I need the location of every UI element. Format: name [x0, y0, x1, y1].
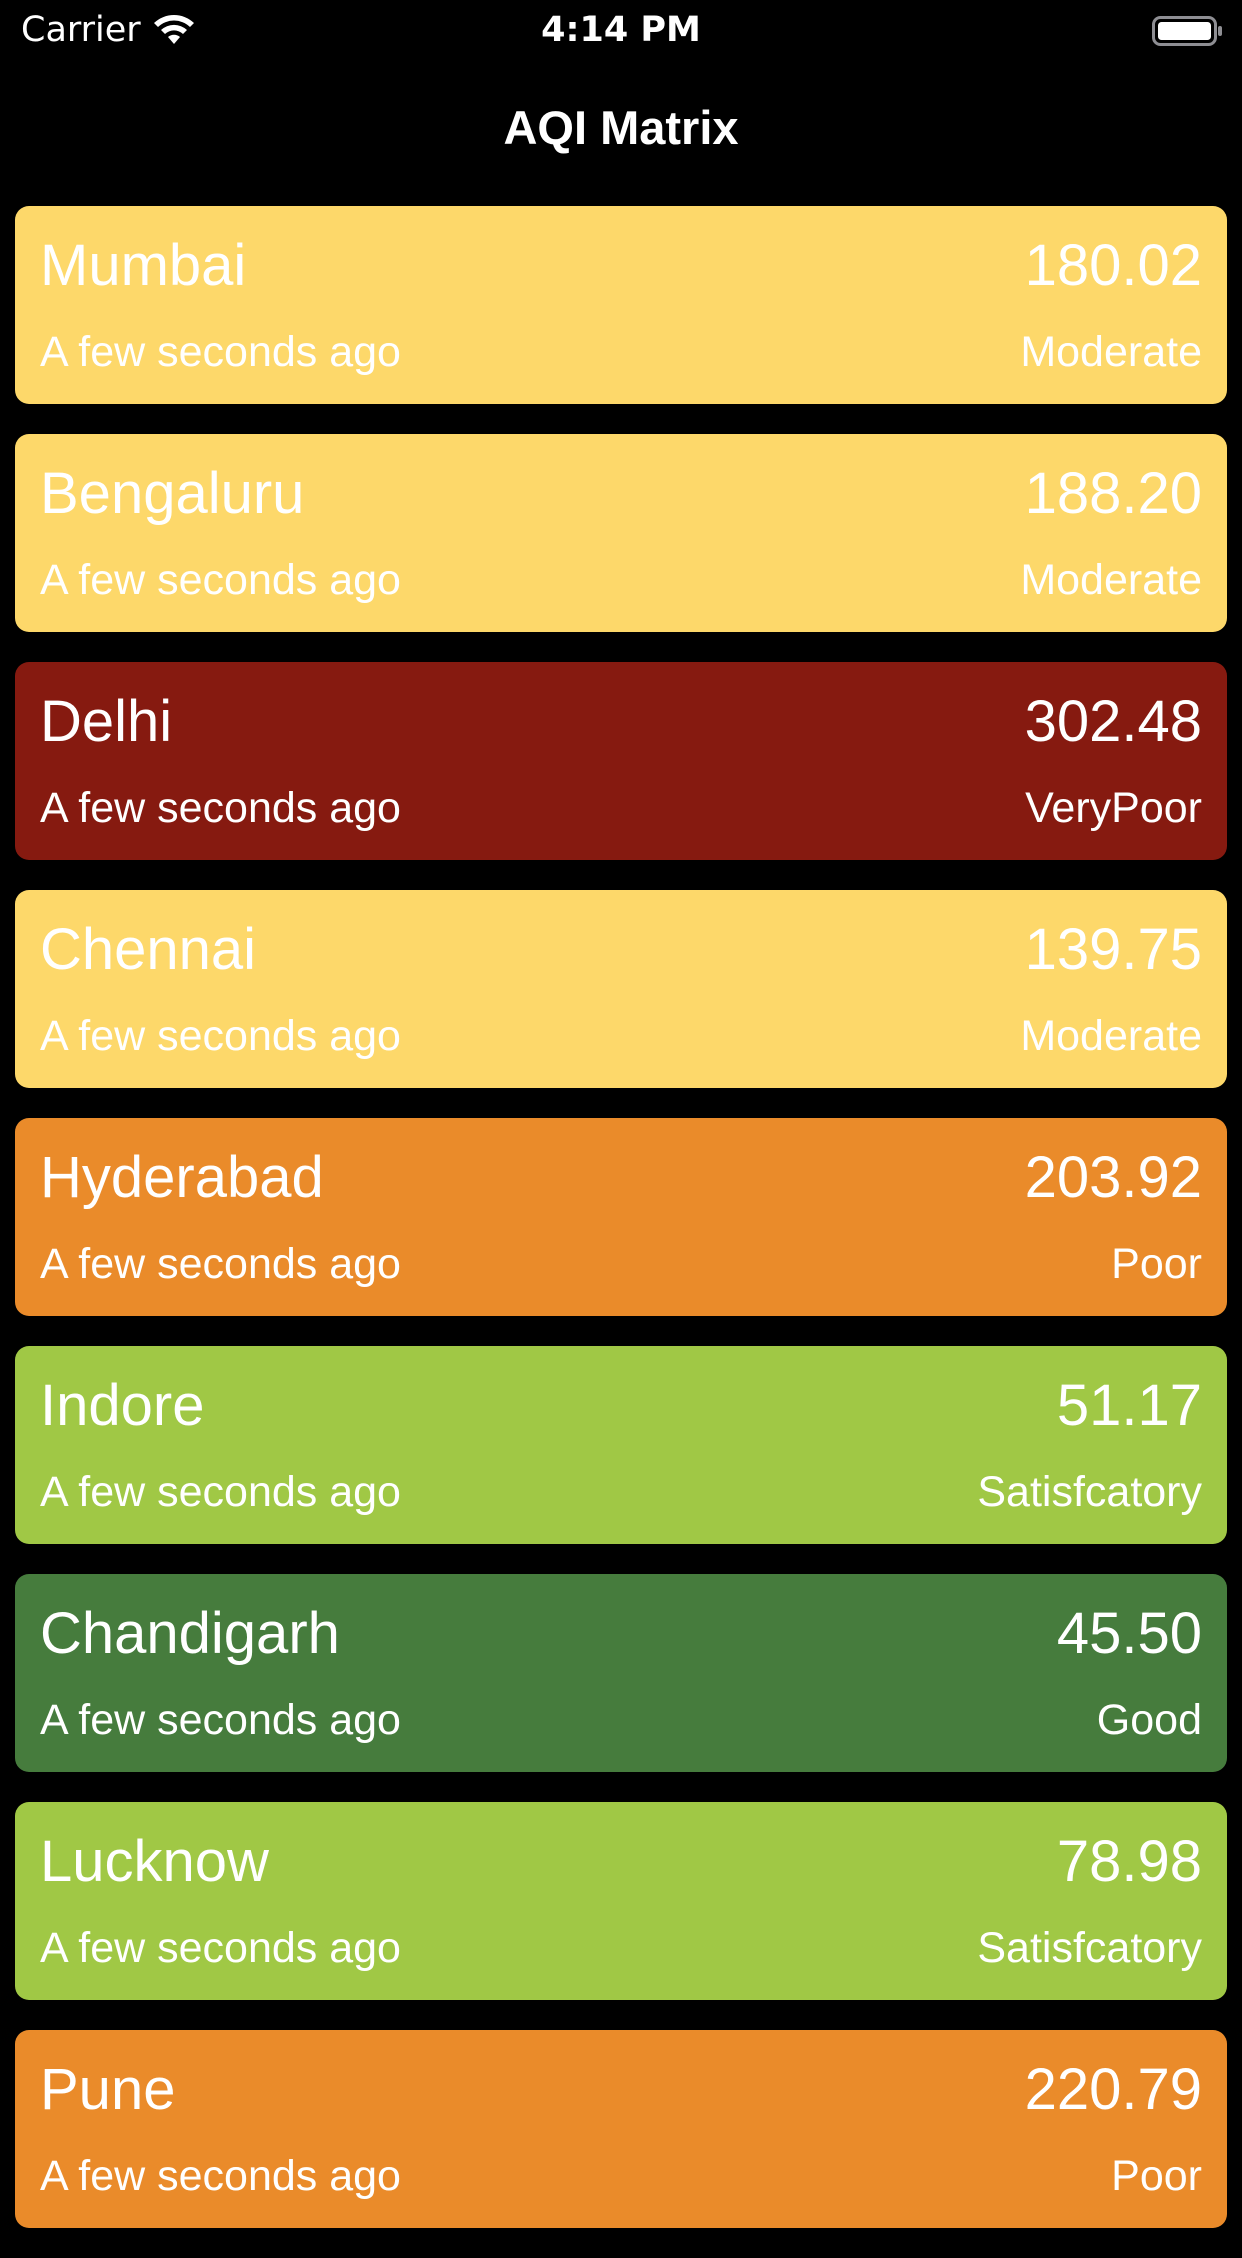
city-name: Lucknow [40, 1829, 269, 1894]
aqi-category: Satisfcatory [977, 1468, 1202, 1516]
page-title: AQI Matrix [503, 101, 739, 154]
aqi-value: 139.75 [1024, 917, 1202, 982]
updated-time: A few seconds ago [40, 1468, 401, 1516]
city-name: Delhi [40, 689, 173, 754]
aqi-category: Moderate [1020, 1012, 1202, 1060]
aqi-category: Poor [1111, 1240, 1202, 1288]
city-card[interactable]: Pune 220.79 A few seconds ago Poor [15, 2030, 1227, 2228]
aqi-value: 51.17 [1056, 1373, 1202, 1438]
aqi-value: 203.92 [1024, 1145, 1202, 1210]
updated-time: A few seconds ago [40, 556, 401, 604]
updated-time: A few seconds ago [40, 2152, 401, 2200]
updated-time: A few seconds ago [40, 1012, 401, 1060]
aqi-value: 45.50 [1056, 1601, 1202, 1666]
aqi-value: 180.02 [1024, 233, 1202, 298]
updated-time: A few seconds ago [40, 1696, 401, 1744]
city-card[interactable]: Hyderabad 203.92 A few seconds ago Poor [15, 1118, 1227, 1316]
city-name: Chennai [40, 917, 257, 982]
status-time: 4:14 PM [541, 10, 701, 50]
city-card[interactable]: Indore 51.17 A few seconds ago Satisfcatory [15, 1346, 1227, 1544]
city-card[interactable]: Lucknow 78.98 A few seconds ago Satisfcator… [15, 1802, 1227, 2000]
carrier-label: Carrier [21, 10, 141, 50]
city-card[interactable]: Chennai 139.75 A few seconds ago Moderate [15, 890, 1227, 1088]
updated-time: A few seconds ago [40, 328, 401, 376]
status-bar: Carrier 4:14 PM [0, 0, 1242, 60]
aqi-category: Moderate [1020, 556, 1202, 604]
city-name: Bengaluru [40, 461, 305, 526]
aqi-category: Good [1096, 1696, 1202, 1744]
city-card[interactable]: Delhi 302.48 A few seconds ago VeryPoor [15, 662, 1227, 860]
city-card[interactable]: Chandigarh 45.50 A few seconds ago Good [15, 1574, 1227, 1772]
aqi-value: 188.20 [1024, 461, 1202, 526]
aqi-value: 78.98 [1056, 1829, 1202, 1894]
city-card[interactable]: Mumbai 180.02 A few seconds ago Moderate [15, 206, 1227, 404]
wifi-icon [154, 15, 194, 44]
aqi-category: Satisfcatory [977, 1924, 1202, 1972]
city-aqi-list[interactable]: Mumbai 180.02 A few seconds ago Moderate Ben… [0, 206, 1242, 2258]
city-name: Mumbai [40, 233, 247, 298]
aqi-category: VeryPoor [1025, 784, 1202, 832]
city-name: Pune [40, 2057, 176, 2122]
city-name: Indore [40, 1373, 205, 1438]
navigation-bar: AQI Matrix [0, 88, 1242, 168]
updated-time: A few seconds ago [40, 1924, 401, 1972]
city-card[interactable]: Bengaluru 188.20 A few seconds ago Moderate [15, 434, 1227, 632]
city-name: Hyderabad [40, 1145, 324, 1210]
aqi-value: 220.79 [1024, 2057, 1202, 2122]
updated-time: A few seconds ago [40, 1240, 401, 1288]
aqi-category: Moderate [1020, 328, 1202, 376]
city-name: Chandigarh [40, 1601, 340, 1666]
battery-icon [1152, 16, 1222, 46]
aqi-category: Poor [1111, 2152, 1202, 2200]
aqi-value: 302.48 [1024, 689, 1202, 754]
updated-time: A few seconds ago [40, 784, 401, 832]
